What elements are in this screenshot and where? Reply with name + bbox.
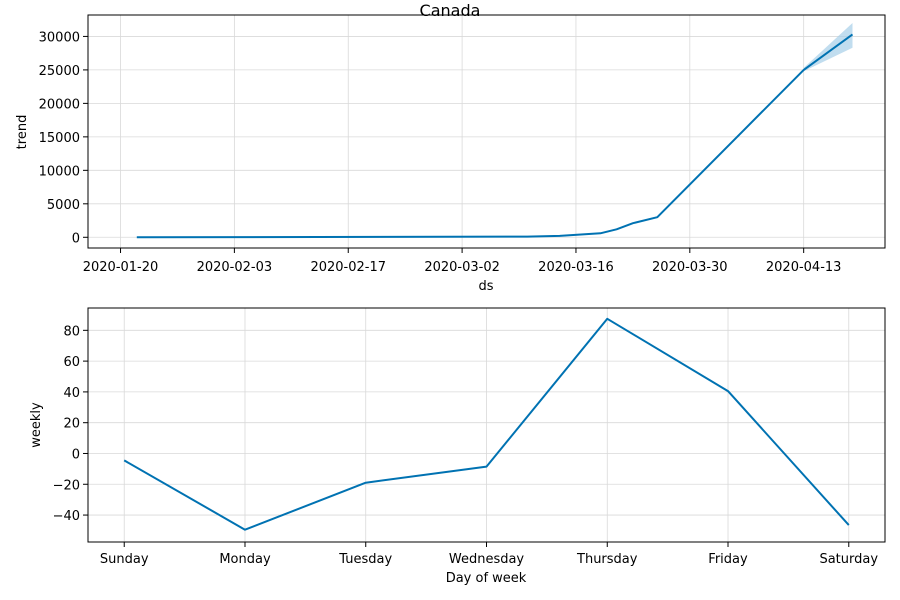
weekly-y-tick-label: 80 <box>63 324 80 339</box>
trend-x-tick-label: 2020-03-30 <box>652 260 728 275</box>
weekly-x-tick-label: Wednesday <box>449 552 525 567</box>
weekly-y-tick-label: 0 <box>72 447 80 462</box>
trend-y-axis-label: trend <box>15 115 30 150</box>
trend-axis-ticks: 2020-01-20 2020-02-03 2020-02-17 2020-03-02… <box>39 30 842 275</box>
weekly-x-tick-label: Saturday <box>819 552 878 567</box>
trend-y-tick-label: 10000 <box>39 164 80 179</box>
trend-x-tick-label: 2020-03-16 <box>538 260 614 275</box>
trend-y-tick-label: 0 <box>72 231 80 246</box>
chart-title: Canada <box>420 1 481 20</box>
trend-plot-frame <box>87 14 886 249</box>
trend-y-tick-label: 30000 <box>39 30 80 45</box>
trend-x-tick-label: 2020-03-02 <box>424 260 500 275</box>
weekly-x-tick-label: Monday <box>219 552 271 567</box>
trend-line <box>136 33 854 239</box>
weekly-x-axis-label: Day of week <box>446 571 527 586</box>
weekly-x-tick-label: Sunday <box>100 552 149 567</box>
trend-x-tick-label: 2020-02-03 <box>197 260 273 275</box>
trend-panel: 2020-01-20 2020-02-03 2020-02-17 2020-03-02… <box>15 14 886 294</box>
trend-x-tick-label: 2020-04-13 <box>766 260 842 275</box>
trend-x-tick-label: 2020-01-20 <box>83 260 159 275</box>
weekly-x-tick-label: Friday <box>708 552 748 567</box>
trend-gridlines <box>88 15 885 248</box>
trend-y-tick-label: 5000 <box>47 198 80 213</box>
trend-y-tick-label: 20000 <box>39 97 80 112</box>
weekly-x-tick-label: Tuesday <box>338 552 392 567</box>
trend-y-tick-label: 15000 <box>39 131 80 146</box>
weekly-y-tick-label: 20 <box>63 417 80 432</box>
weekly-y-axis-label: weekly <box>29 402 44 448</box>
trend-x-tick-label: 2020-02-17 <box>310 260 386 275</box>
weekly-gridlines <box>88 308 885 542</box>
weekly-y-tick-label: 60 <box>63 355 80 370</box>
weekly-y-tick-label: −40 <box>53 509 80 524</box>
trend-x-axis-label: ds <box>478 279 493 294</box>
weekly-y-tick-label: −20 <box>53 478 80 493</box>
weekly-panel: Sunday Monday Tuesday Wednesday Thursday Frid… <box>29 307 886 586</box>
weekly-x-tick-label: Thursday <box>576 552 638 567</box>
weekly-y-tick-label: 40 <box>63 386 80 401</box>
weekly-line <box>123 317 850 531</box>
weekly-axis-ticks: Sunday Monday Tuesday Wednesday Thursday Frid… <box>53 324 879 567</box>
trend-uncertainty-band <box>803 23 853 72</box>
trend-y-tick-label: 25000 <box>39 64 80 79</box>
